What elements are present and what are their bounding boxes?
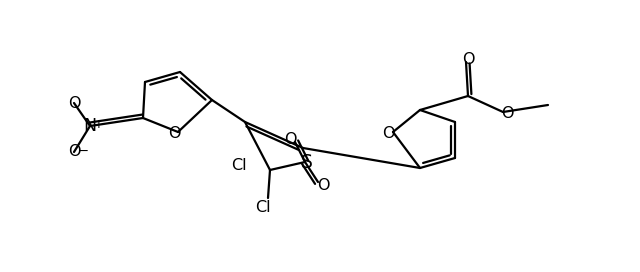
Text: O: O (461, 51, 474, 66)
Text: O: O (68, 144, 80, 159)
Text: Cl: Cl (255, 199, 271, 215)
Text: S: S (301, 153, 313, 172)
Text: +: + (94, 118, 104, 131)
Text: O: O (381, 126, 394, 141)
Text: Cl: Cl (231, 159, 247, 174)
Text: −: − (77, 144, 88, 157)
Text: O: O (500, 107, 513, 122)
Text: O: O (68, 95, 80, 110)
Text: O: O (284, 131, 296, 147)
Text: N: N (83, 117, 97, 135)
Text: O: O (168, 126, 180, 141)
Text: O: O (317, 178, 329, 193)
